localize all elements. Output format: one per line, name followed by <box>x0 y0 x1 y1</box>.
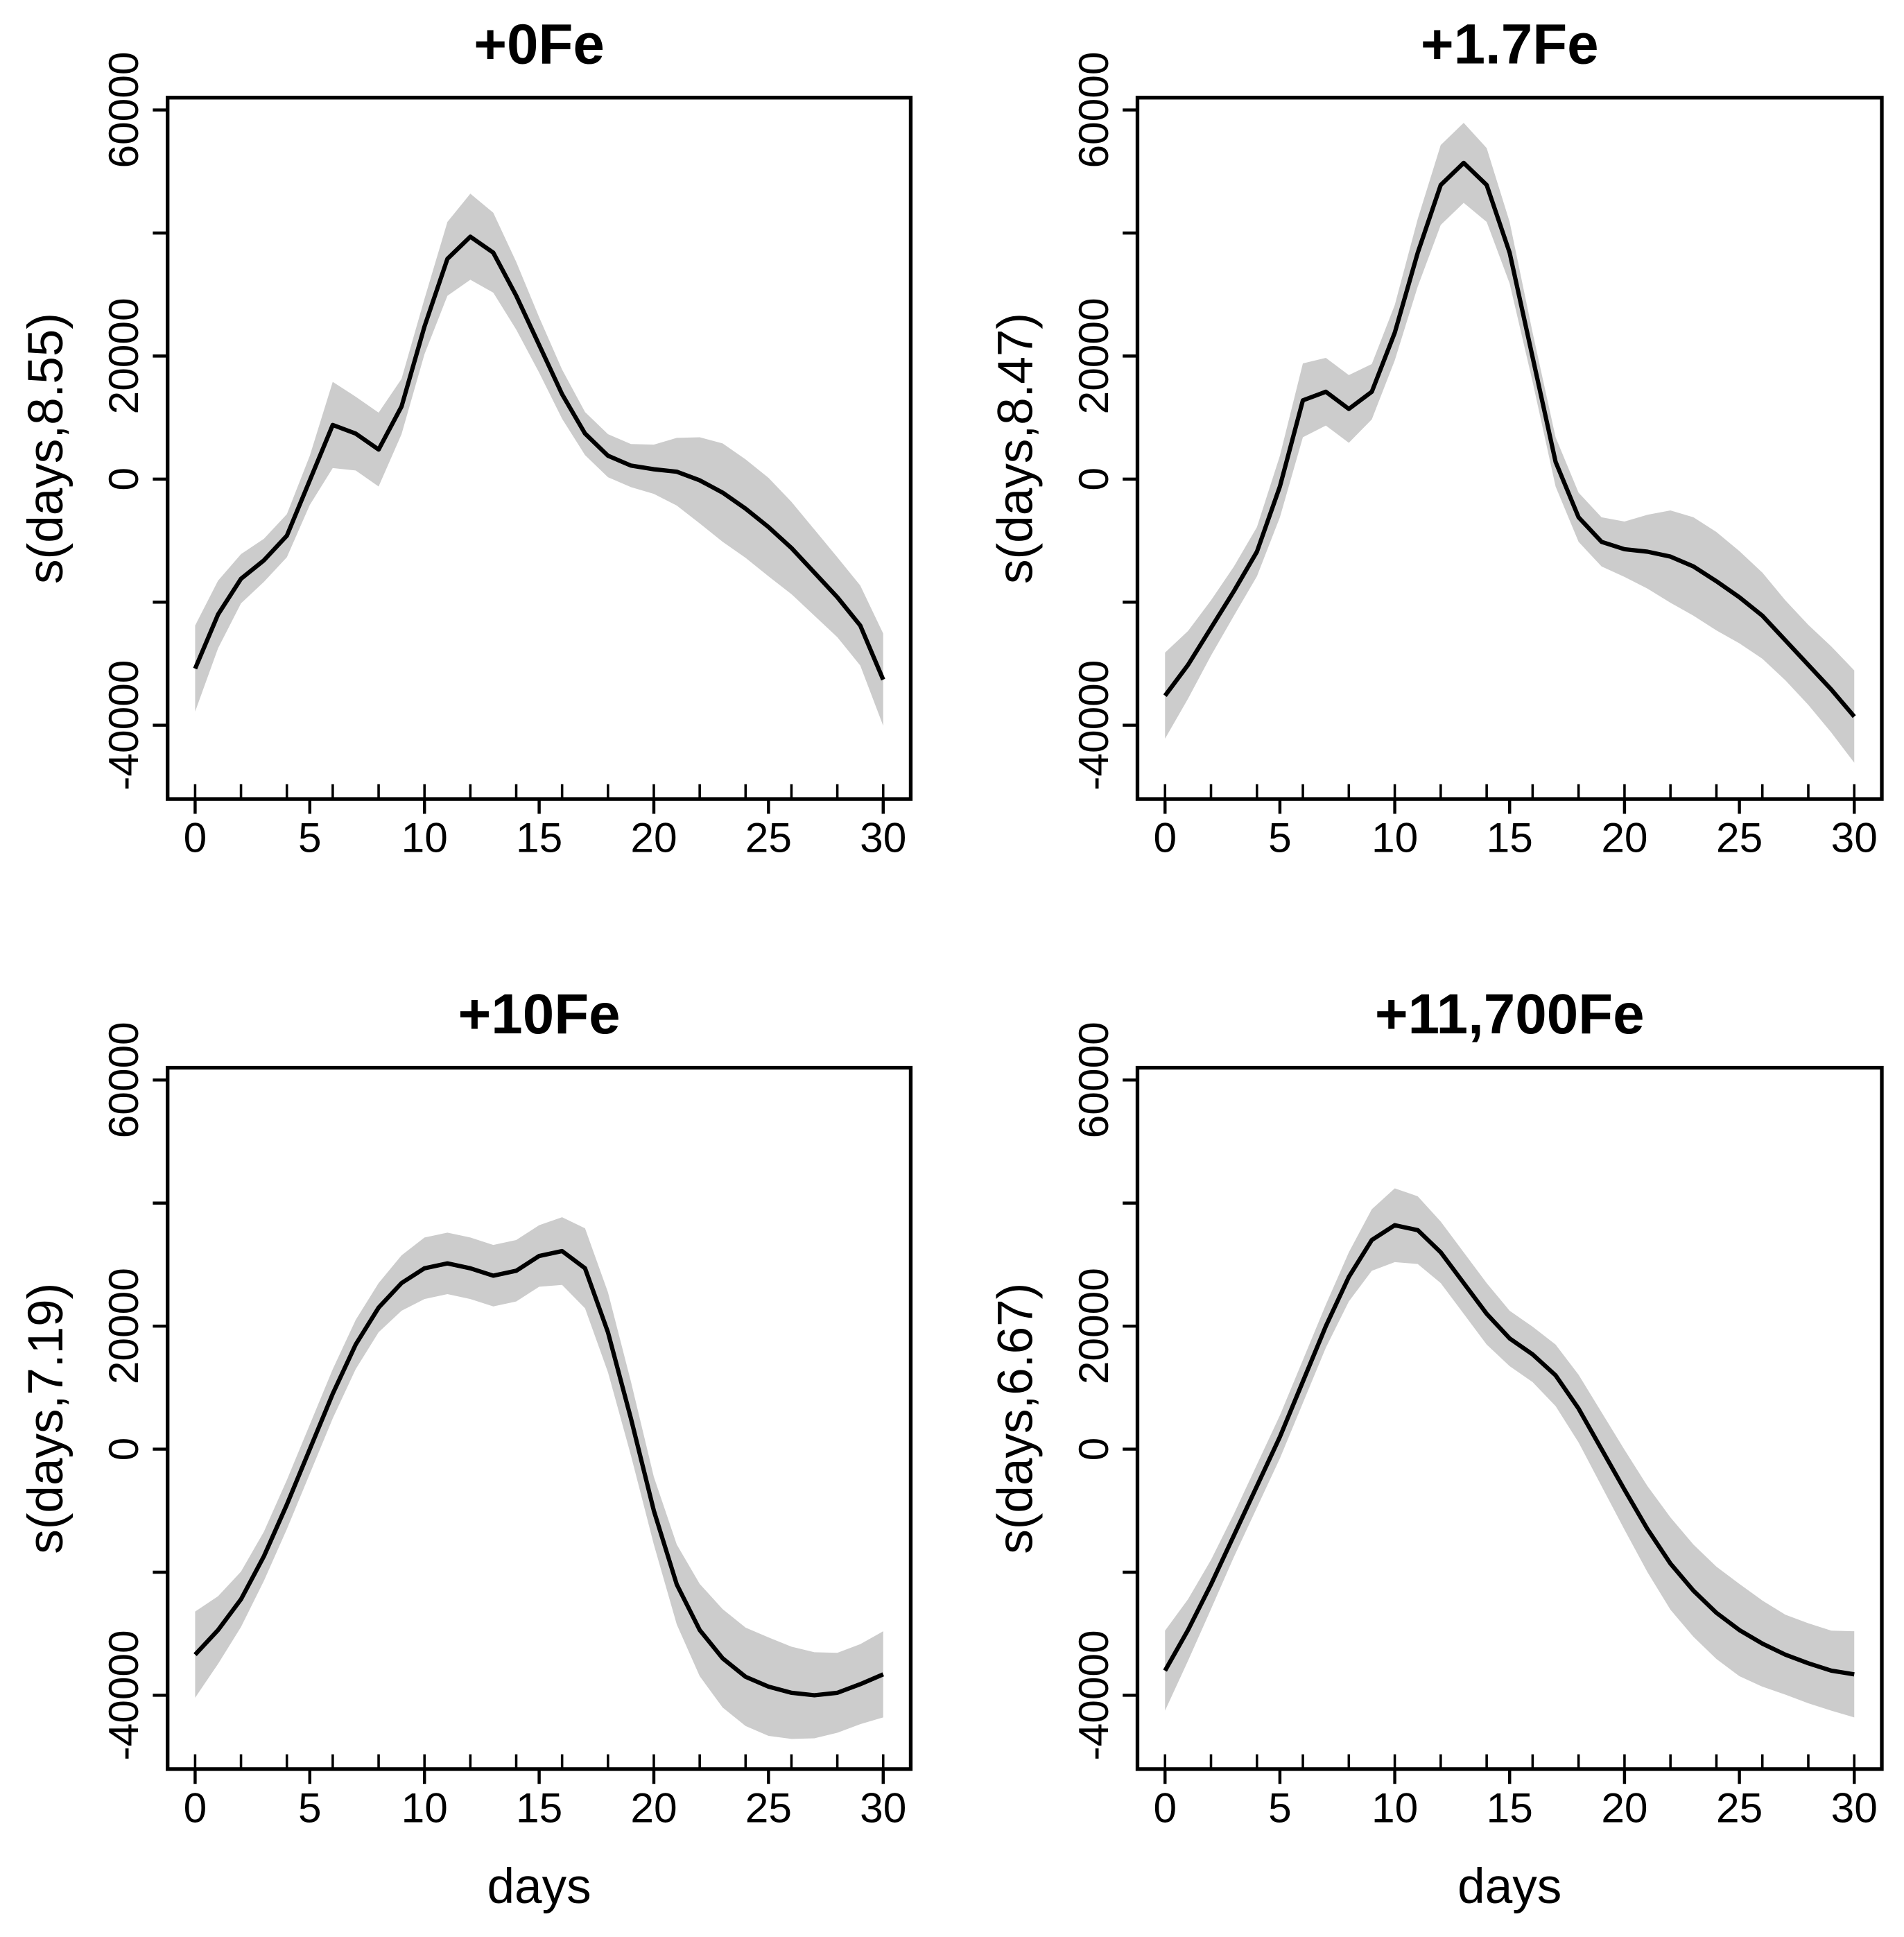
y-tick-label: -40000 <box>1070 1630 1117 1760</box>
plot-frame <box>1135 96 1884 801</box>
plot-frame <box>166 96 913 801</box>
x-tick-label: 0 <box>184 813 207 861</box>
y-tick-label: -40000 <box>1070 660 1117 791</box>
confidence-band <box>1165 1188 1855 1718</box>
x-axis-label: days <box>1457 1859 1561 1914</box>
x-axis-label: days <box>487 1859 591 1914</box>
smooth-line <box>1163 160 1856 718</box>
y-tick-label: 60000 <box>100 1022 147 1138</box>
x-tick-label: 0 <box>184 1784 207 1831</box>
x-tick-label: 10 <box>1371 1784 1418 1831</box>
y-tick-label: 0 <box>1070 467 1117 491</box>
chart-title: +11,700Fe <box>1375 983 1645 1046</box>
confidence-band <box>195 193 883 726</box>
x-tick-label: 5 <box>1268 813 1292 861</box>
x-tick-label: 15 <box>1487 813 1533 861</box>
y-axis-label: s(days,8.55) <box>19 313 73 584</box>
smooth-line <box>1163 1223 1855 1677</box>
y-tick-label: 20000 <box>100 1268 147 1384</box>
x-tick-label: 15 <box>1487 1784 1533 1831</box>
x-tick-label: 5 <box>1268 1784 1292 1831</box>
x-tick-label: 30 <box>860 1784 906 1831</box>
chart-title: +0Fe <box>474 12 605 76</box>
x-tick-label: 0 <box>1153 1784 1177 1831</box>
x-tick-label: 20 <box>630 1784 677 1831</box>
y-tick-label: 20000 <box>100 298 147 414</box>
y-tick-label: -40000 <box>100 660 147 791</box>
smooth-line <box>193 234 885 681</box>
x-tick-label: 25 <box>745 1784 792 1831</box>
x-tick-label: 0 <box>1153 813 1177 861</box>
x-tick-label: 20 <box>630 813 677 861</box>
y-tick-label: 60000 <box>100 52 147 169</box>
y-tick-label: 20000 <box>1070 1268 1117 1384</box>
y-tick-label: 0 <box>100 467 147 491</box>
y-tick-label: 0 <box>1070 1438 1117 1461</box>
chart-title: +10Fe <box>458 983 621 1046</box>
confidence-band <box>195 1217 883 1739</box>
y-tick-label: 60000 <box>1070 52 1117 169</box>
y-axis-label: s(days,6.67) <box>989 1283 1044 1554</box>
x-tick-label: 30 <box>1831 813 1878 861</box>
x-tick-label: 25 <box>745 813 792 861</box>
x-tick-label: 20 <box>1601 1784 1647 1831</box>
x-tick-label: 15 <box>516 1784 562 1831</box>
x-tick-label: 25 <box>1716 1784 1763 1831</box>
x-tick-label: 30 <box>1831 1784 1878 1831</box>
chart-title: +1.7Fe <box>1421 12 1599 76</box>
y-axis-label: s(days,8.47) <box>989 313 1044 584</box>
x-tick-label: 25 <box>1716 813 1763 861</box>
x-tick-label: 10 <box>1371 813 1418 861</box>
x-tick-label: 10 <box>401 1784 448 1831</box>
smooth-line <box>193 1248 884 1698</box>
y-tick-label: 0 <box>100 1438 147 1461</box>
y-tick-label: -40000 <box>100 1630 147 1760</box>
y-axis-label: s(days,7.19) <box>19 1283 73 1554</box>
x-tick-label: 20 <box>1601 813 1647 861</box>
y-tick-label: 20000 <box>1070 298 1117 414</box>
x-tick-label: 15 <box>516 813 562 861</box>
confidence-band <box>1165 123 1855 763</box>
x-tick-label: 5 <box>298 813 322 861</box>
x-tick-label: 30 <box>860 813 906 861</box>
y-tick-label: 60000 <box>1070 1022 1117 1138</box>
x-tick-label: 10 <box>401 813 448 861</box>
x-tick-label: 5 <box>298 1784 322 1831</box>
